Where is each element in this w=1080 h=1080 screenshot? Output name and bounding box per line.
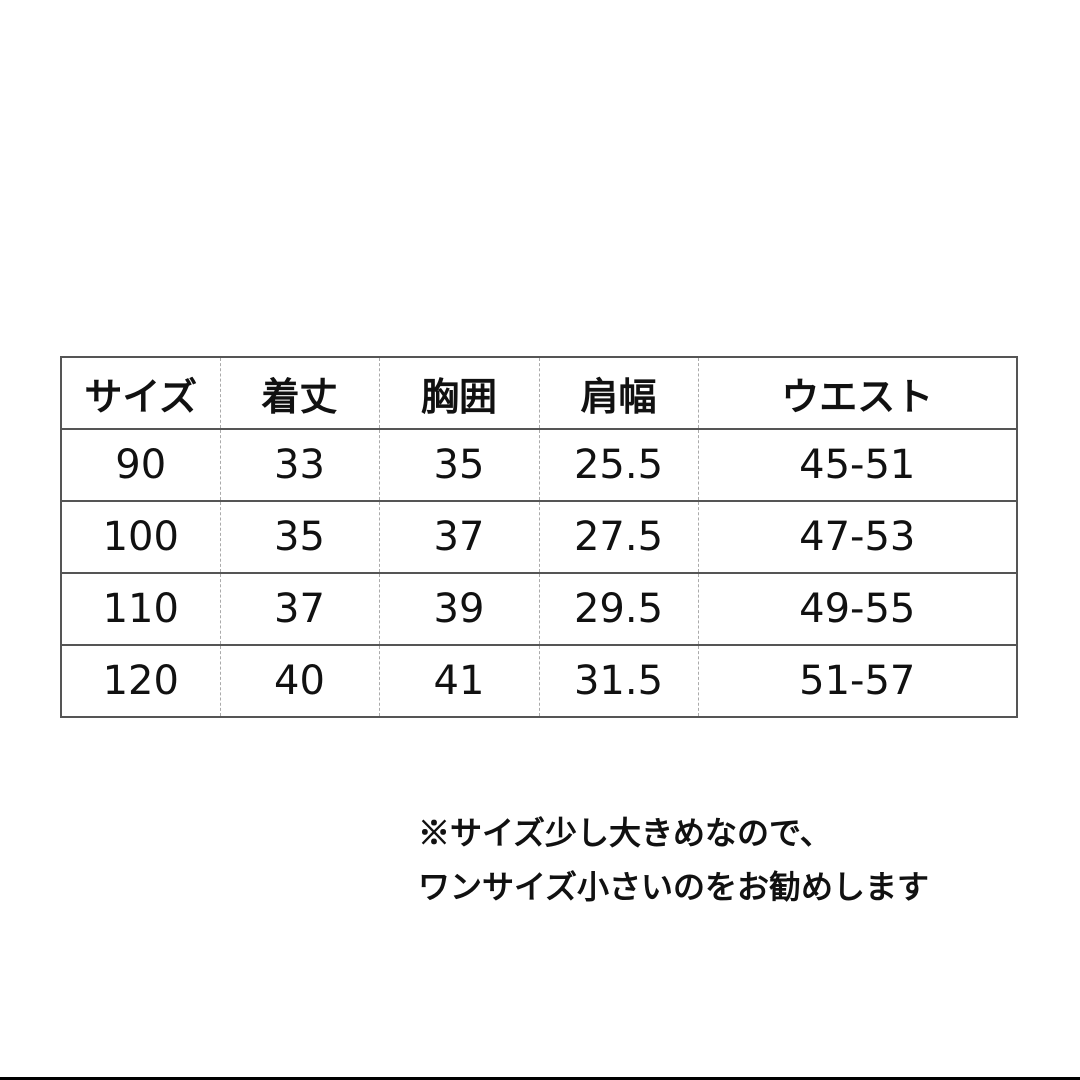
header-cell: 着丈 xyxy=(219,356,380,430)
table-cell: 47-53 xyxy=(697,500,1018,574)
table-cell: 51-57 xyxy=(697,644,1018,718)
table-cell: 45-51 xyxy=(697,428,1018,502)
table-cell: 49-55 xyxy=(697,572,1018,646)
header-cell: ウエスト xyxy=(697,356,1018,430)
table-cell: 31.5 xyxy=(538,644,699,718)
table-row: 110 37 39 29.5 49-55 xyxy=(60,572,1018,646)
table-cell: 41 xyxy=(378,644,540,718)
size-chart-table: サイズ 着丈 胸囲 肩幅 ウエスト 90 33 35 25.5 45-51 10… xyxy=(60,356,1018,718)
table-cell: 37 xyxy=(219,572,380,646)
header-cell: 肩幅 xyxy=(538,356,699,430)
table-cell: 100 xyxy=(60,500,221,574)
table-cell: 90 xyxy=(60,428,221,502)
header-cell: サイズ xyxy=(60,356,221,430)
table-row: 100 35 37 27.5 47-53 xyxy=(60,500,1018,574)
note-line-1: ※サイズ少し大きめなので、 xyxy=(418,814,832,852)
note-line-2: ワンサイズ小さいのをお勧めします xyxy=(418,868,930,906)
table-cell: 33 xyxy=(219,428,380,502)
table-cell: 35 xyxy=(378,428,540,502)
table-cell: 37 xyxy=(378,500,540,574)
table-cell: 35 xyxy=(219,500,380,574)
table-cell: 40 xyxy=(219,644,380,718)
table-row: 120 40 41 31.5 51-57 xyxy=(60,644,1018,718)
bottom-divider xyxy=(0,1077,1080,1080)
header-cell: 胸囲 xyxy=(378,356,540,430)
table-cell: 39 xyxy=(378,572,540,646)
table-row: 90 33 35 25.5 45-51 xyxy=(60,428,1018,502)
table-cell: 120 xyxy=(60,644,221,718)
table-header-row: サイズ 着丈 胸囲 肩幅 ウエスト xyxy=(60,356,1018,430)
table-cell: 29.5 xyxy=(538,572,699,646)
table-cell: 25.5 xyxy=(538,428,699,502)
table-cell: 27.5 xyxy=(538,500,699,574)
table-cell: 110 xyxy=(60,572,221,646)
